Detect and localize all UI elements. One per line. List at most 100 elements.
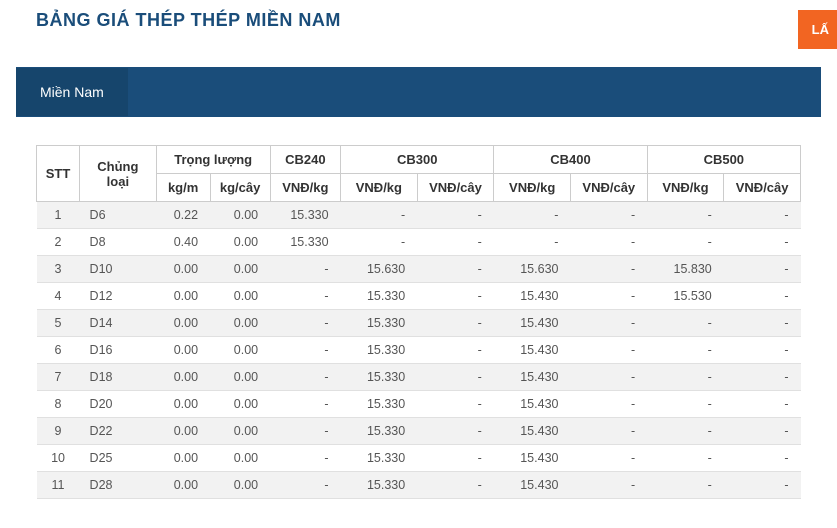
cell-cb400cay: - [570,310,647,337]
cell-kgcay: 0.00 [210,283,270,310]
cell-kgcay: 0.00 [210,256,270,283]
cell-cb300kg: 15.330 [341,391,418,418]
table-body: 1D60.220.0015.330------2D80.400.0015.330… [37,202,801,499]
cell-cb300kg: 15.330 [341,310,418,337]
cell-kgm: 0.00 [156,310,210,337]
cell-cb400cay: - [570,391,647,418]
table-row: 9D220.000.00-15.330-15.430--- [37,418,801,445]
cell-cb500cay: - [724,472,801,499]
cell-type: D25 [80,445,157,472]
cell-cb400cay: - [570,256,647,283]
cell-kgcay: 0.00 [210,445,270,472]
th-cb500: CB500 [647,146,800,174]
th-cb300-vndcay: VNĐ/cây [417,174,494,202]
cell-kgm: 0.00 [156,418,210,445]
cell-cb500kg: - [647,310,724,337]
cell-cb300cay: - [417,202,494,229]
cell-cb240: - [270,310,340,337]
cell-cb500kg: - [647,391,724,418]
th-cb400-vndkg: VNĐ/kg [494,174,571,202]
cell-cb240: - [270,445,340,472]
cell-cb500cay: - [724,364,801,391]
cell-kgcay: 0.00 [210,202,270,229]
cell-cb400cay: - [570,229,647,256]
cell-cb500cay: - [724,310,801,337]
orange-badge[interactable]: LẤ [798,10,837,49]
cell-cb300cay: - [417,418,494,445]
cell-type: D10 [80,256,157,283]
price-table: STT Chủng loại Trọng lượng CB240 CB300 C… [36,145,801,499]
cell-cb400kg: - [494,229,571,256]
cell-stt: 3 [37,256,80,283]
cell-kgcay: 0.00 [210,364,270,391]
th-cb300-vndkg: VNĐ/kg [341,174,418,202]
cell-cb300kg: 15.330 [341,364,418,391]
cell-cb400kg: 15.430 [494,364,571,391]
cell-cb500kg: - [647,418,724,445]
cell-cb240: - [270,337,340,364]
cell-kgm: 0.00 [156,472,210,499]
table-row: 6D160.000.00-15.330-15.430--- [37,337,801,364]
cell-cb300kg: - [341,202,418,229]
table-header: STT Chủng loại Trọng lượng CB240 CB300 C… [37,146,801,202]
cell-cb300kg: 15.330 [341,472,418,499]
cell-kgm: 0.00 [156,364,210,391]
cell-cb240: - [270,418,340,445]
cell-type: D16 [80,337,157,364]
cell-kgcay: 0.00 [210,472,270,499]
cell-cb500cay: - [724,283,801,310]
table-row: 1D60.220.0015.330------ [37,202,801,229]
th-weight: Trọng lượng [156,146,270,174]
cell-cb500cay: - [724,445,801,472]
cell-cb300kg: - [341,229,418,256]
cell-cb500cay: - [724,202,801,229]
cell-cb240: - [270,391,340,418]
tab-bar: Miền Nam [16,67,821,117]
cell-cb500cay: - [724,229,801,256]
cell-stt: 2 [37,229,80,256]
cell-cb400kg: 15.630 [494,256,571,283]
cell-cb500cay: - [724,337,801,364]
cell-cb300cay: - [417,472,494,499]
cell-kgm: 0.00 [156,445,210,472]
cell-kgm: 0.00 [156,283,210,310]
cell-type: D22 [80,418,157,445]
cell-cb400kg: 15.430 [494,283,571,310]
cell-cb300kg: 15.330 [341,283,418,310]
th-cb500-vndcay: VNĐ/cây [724,174,801,202]
cell-cb400cay: - [570,283,647,310]
cell-type: D6 [80,202,157,229]
cell-cb240: - [270,472,340,499]
tab-mien-nam[interactable]: Miền Nam [16,68,128,116]
table-row: 7D180.000.00-15.330-15.430--- [37,364,801,391]
cell-cb500kg: - [647,364,724,391]
table-row: 10D250.000.00-15.330-15.430--- [37,445,801,472]
cell-cb500kg: 15.830 [647,256,724,283]
cell-stt: 8 [37,391,80,418]
cell-kgm: 0.00 [156,391,210,418]
table-row: 2D80.400.0015.330------ [37,229,801,256]
cell-cb400kg: 15.430 [494,472,571,499]
cell-cb300cay: - [417,283,494,310]
cell-cb400kg: 15.430 [494,445,571,472]
table-row: 11D280.000.00-15.330-15.430--- [37,472,801,499]
cell-cb240: 15.330 [270,202,340,229]
cell-cb300cay: - [417,337,494,364]
cell-cb300cay: - [417,445,494,472]
cell-cb500cay: - [724,391,801,418]
cell-cb400kg: - [494,202,571,229]
cell-stt: 9 [37,418,80,445]
cell-cb400kg: 15.430 [494,418,571,445]
cell-type: D14 [80,310,157,337]
cell-cb300kg: 15.330 [341,445,418,472]
th-kgcay: kg/cây [210,174,270,202]
table-row: 8D200.000.00-15.330-15.430--- [37,391,801,418]
cell-cb300cay: - [417,310,494,337]
cell-cb500kg: - [647,337,724,364]
cell-cb300cay: - [417,391,494,418]
cell-kgm: 0.40 [156,229,210,256]
page-title: BẢNG GIÁ THÉP THÉP MIỀN NAM [36,10,341,31]
th-cb400-vndcay: VNĐ/cây [570,174,647,202]
cell-cb400kg: 15.430 [494,337,571,364]
cell-cb240: - [270,364,340,391]
